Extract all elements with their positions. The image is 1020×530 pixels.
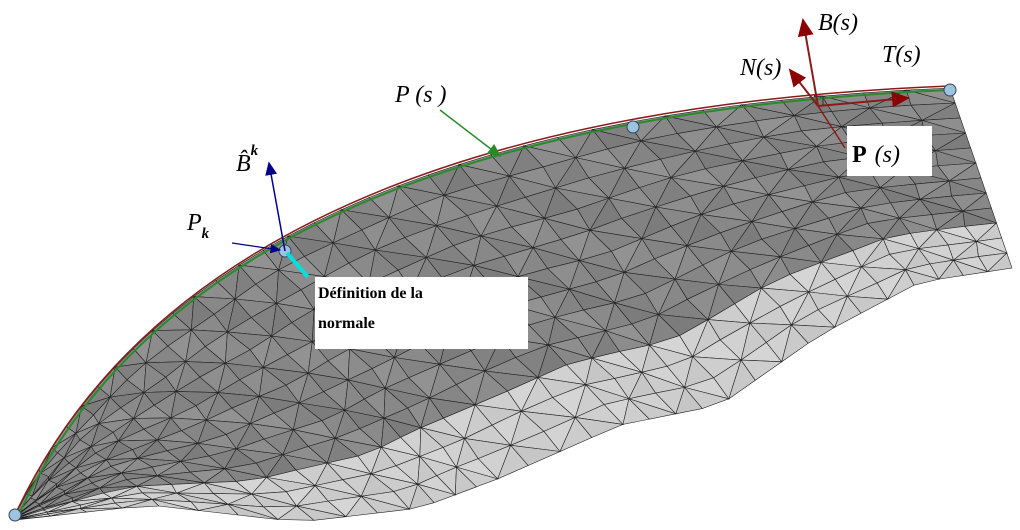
point-label: P (s) <box>852 142 900 168</box>
mesh-face <box>683 386 730 409</box>
mesh-face <box>226 503 279 520</box>
point-box <box>847 126 932 176</box>
binormal-arrow <box>797 18 819 107</box>
mesh <box>14 87 1013 521</box>
mesh-face <box>151 498 199 511</box>
mesh-face <box>574 417 625 438</box>
mesh-face <box>78 507 123 513</box>
mesh-face <box>360 495 410 514</box>
normal-segment <box>285 251 310 279</box>
curve-label: P (s ) <box>394 82 447 108</box>
mesh-face <box>846 295 889 314</box>
binormal-label: B(s) <box>818 10 858 36</box>
curve-approx <box>17 89 951 517</box>
mesh-face <box>904 269 941 286</box>
mesh-face <box>628 398 678 420</box>
mesh-face <box>952 259 988 276</box>
mesh-face <box>416 483 457 504</box>
mesh-face <box>740 359 783 381</box>
mesh-face <box>509 444 562 466</box>
normal-arrow <box>788 68 819 107</box>
mesh-face <box>986 252 1013 273</box>
note-line: Définition de la <box>318 285 423 302</box>
mesh-face <box>296 505 346 521</box>
point-k-label: Pk <box>186 210 210 242</box>
mesh-face <box>790 324 836 344</box>
point-pointer <box>817 105 846 149</box>
tangent-arrow <box>817 91 910 108</box>
binormal-k-arrow <box>265 161 286 252</box>
tangent-label: T(s) <box>882 42 921 68</box>
binormal-k-label: B̂k <box>236 143 259 177</box>
note-box <box>315 277 528 349</box>
curve-exact <box>14 85 951 516</box>
mesh-face <box>456 466 499 488</box>
curve-pointer <box>439 109 502 157</box>
point-k-arrow <box>231 242 282 254</box>
right-angle <box>814 95 824 105</box>
note-line: normale <box>318 315 375 332</box>
normal-label: N(s) <box>739 55 781 81</box>
